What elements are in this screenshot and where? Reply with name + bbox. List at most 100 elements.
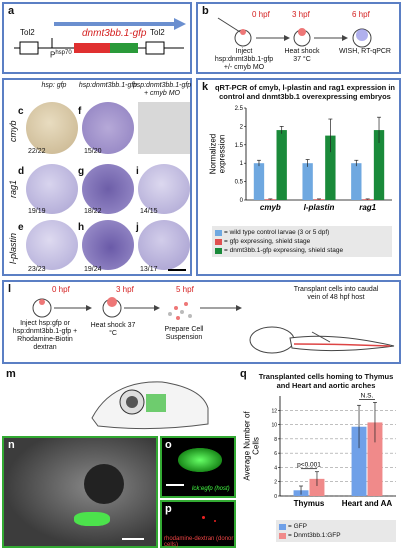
panel-b: b 0 hpf 3 hpf 6 hpf Inject hsp:dnmt3bb.1… — [196, 2, 401, 74]
y-tick-label: 1.5 — [235, 143, 244, 149]
legend-swatch — [279, 532, 286, 539]
embryo-count: 13/17 — [140, 266, 158, 273]
y-tick-label: 0.5 — [235, 180, 244, 186]
panel-n: n — [2, 436, 158, 548]
embryo-count: 22/22 — [28, 148, 46, 155]
legend-entry: = GFP — [279, 522, 393, 531]
step-prepare: Prepare Cell Suspension — [164, 326, 204, 341]
legend-entry: = Dnmt3bb.1:GFP — [279, 531, 393, 540]
bar — [373, 130, 385, 200]
scale-bar — [166, 484, 184, 486]
step-analysis: WISH, RT-qPCR — [339, 48, 391, 55]
panel-l: l 0 hpf 3 hpf 5 hpf Inject hsp:gfp or hs… — [2, 280, 401, 364]
panel-letter: a — [8, 5, 15, 17]
row-label-cmyb: cmyb — [8, 120, 18, 142]
panel-a: a Tol2 Phsp70 dnmt3bb.1-gfp Tol2 — [2, 2, 192, 74]
legend-swatch — [279, 523, 286, 530]
sub-letter: j — [136, 222, 139, 233]
embryo-image-j — [138, 220, 190, 270]
bar — [351, 426, 367, 496]
panel-q: q Transplanted cells homing to Thymus an… — [240, 368, 401, 548]
step-inject: Inject hsp:gfp or hsp:dnmt3bb.1-gfp + Rh… — [12, 320, 78, 351]
embryo-image-f — [82, 102, 134, 154]
panel-p: p rhodamine-dextran (donor cells) — [160, 500, 236, 548]
panel-letter: b — [202, 5, 209, 17]
promoter-label: Phsp70 — [50, 50, 72, 60]
embryo-image-e — [26, 220, 78, 270]
time-6hpf: 6 hpf — [352, 10, 370, 19]
panel-letter: m — [6, 368, 16, 380]
embryo-image-c — [26, 102, 78, 154]
chart-k: 0 0.5 1 1.5 2 2.5 Normalizedexpression cmyb l-pl… — [209, 106, 392, 212]
chart-title: Transplanted cells homing to Thymus and … — [258, 372, 394, 390]
gene-label: dnmt3bb.1-gfp — [82, 28, 147, 39]
panel-letter: n — [8, 439, 15, 451]
legend-q: = GFP = Dnmt3bb.1:GFP — [276, 520, 396, 542]
embryo-count: 18/22 — [84, 208, 102, 215]
bar — [367, 422, 383, 496]
bar — [276, 130, 287, 200]
legend-label: = Dnmt3bb.1:GFP — [288, 532, 341, 539]
time-3hpf: 3 hpf — [116, 285, 134, 294]
sub-letter: c — [18, 106, 24, 117]
legend-label: = gfp expressing, shield stage — [224, 238, 311, 245]
panel-letter: k — [202, 81, 209, 93]
sub-letter: f — [78, 106, 82, 117]
embryo-image-i — [138, 164, 190, 214]
panel-letter: q — [240, 368, 247, 380]
bar — [351, 163, 362, 200]
micrograph-n — [4, 438, 156, 546]
row-label-l-plastin: l-plastin — [8, 232, 18, 264]
category-label: l-plastin — [304, 203, 335, 212]
panel-letter: o — [165, 439, 172, 451]
step-heat-shock: Heat shock 37 °C — [284, 48, 320, 63]
y-tick-label: 12 — [271, 408, 277, 414]
chart-q: 0 2 4 6 8 10 12 Average Number ofCells Thymus Hea… — [243, 392, 396, 508]
panel-k: k qRT-PCR of cmyb, l-plastin and rag1 ex… — [196, 78, 401, 276]
embryo-image-d — [26, 164, 78, 214]
y-tick-label: 2 — [274, 480, 277, 486]
empty-cell — [138, 102, 190, 154]
embryo-image-g — [82, 164, 134, 214]
step-transplant: Transplant cells into caudal vein of 48 … — [293, 286, 379, 301]
channel-caption: lck:egfp (host) — [192, 486, 230, 492]
legend-k: = wild type control larvae (3 or 5 dpf) =… — [212, 226, 392, 257]
row-label-rag1: rag1 — [8, 179, 18, 198]
panel-letter: p — [165, 503, 172, 515]
thymus-gfp-signal — [74, 512, 110, 526]
embryo-count: 19/19 — [28, 208, 46, 215]
eye-region — [84, 464, 124, 504]
col-header-1: hsp: gfp — [41, 82, 67, 89]
y-tick-label: 6 — [274, 451, 277, 457]
y-tick-label: 1 — [240, 161, 244, 167]
legend-label: = wild type control larvae (3 or 5 dpf) — [224, 229, 330, 236]
sub-letter: i — [136, 166, 139, 177]
embryo-count: 15/20 — [84, 148, 102, 155]
transplant-diagram — [32, 297, 395, 354]
legend-entry: = gfp expressing, shield stage — [215, 237, 389, 246]
y-tick-label: 0 — [274, 494, 277, 500]
category-label: Heart and AA — [342, 499, 393, 508]
channel-caption: rhodamine-dextran (donor cells) — [164, 536, 234, 548]
legend-label: = GFP — [288, 523, 307, 530]
step-heat-shock: Heat shock 37 °C — [90, 322, 136, 337]
category-label: Thymus — [294, 499, 325, 508]
legend-entry: = wild type control larvae (3 or 5 dpf) — [215, 228, 389, 237]
sub-letter: e — [18, 222, 24, 233]
bar — [325, 135, 336, 200]
time-3hpf: 3 hpf — [292, 10, 310, 19]
embryo-count: 23/23 — [28, 266, 46, 273]
panel-o: o lck:egfp (host) — [160, 436, 236, 498]
sub-letter: d — [18, 166, 25, 177]
scale-bar — [122, 538, 144, 540]
sub-letter: h — [78, 222, 85, 233]
y-axis-label: Normalizedexpression — [209, 134, 227, 174]
donor-cell-signal — [214, 520, 216, 522]
y-tick-label: 4 — [274, 465, 277, 471]
embryo-count: 19/24 — [84, 266, 102, 273]
category-label: cmyb — [260, 203, 281, 212]
legend-label: = dnmt3bb.1-gfp expressing, shield stage — [224, 247, 344, 254]
scale-bar — [168, 269, 186, 271]
y-tick-label: 10 — [271, 423, 277, 429]
tol2-left-label: Tol2 — [20, 28, 35, 37]
